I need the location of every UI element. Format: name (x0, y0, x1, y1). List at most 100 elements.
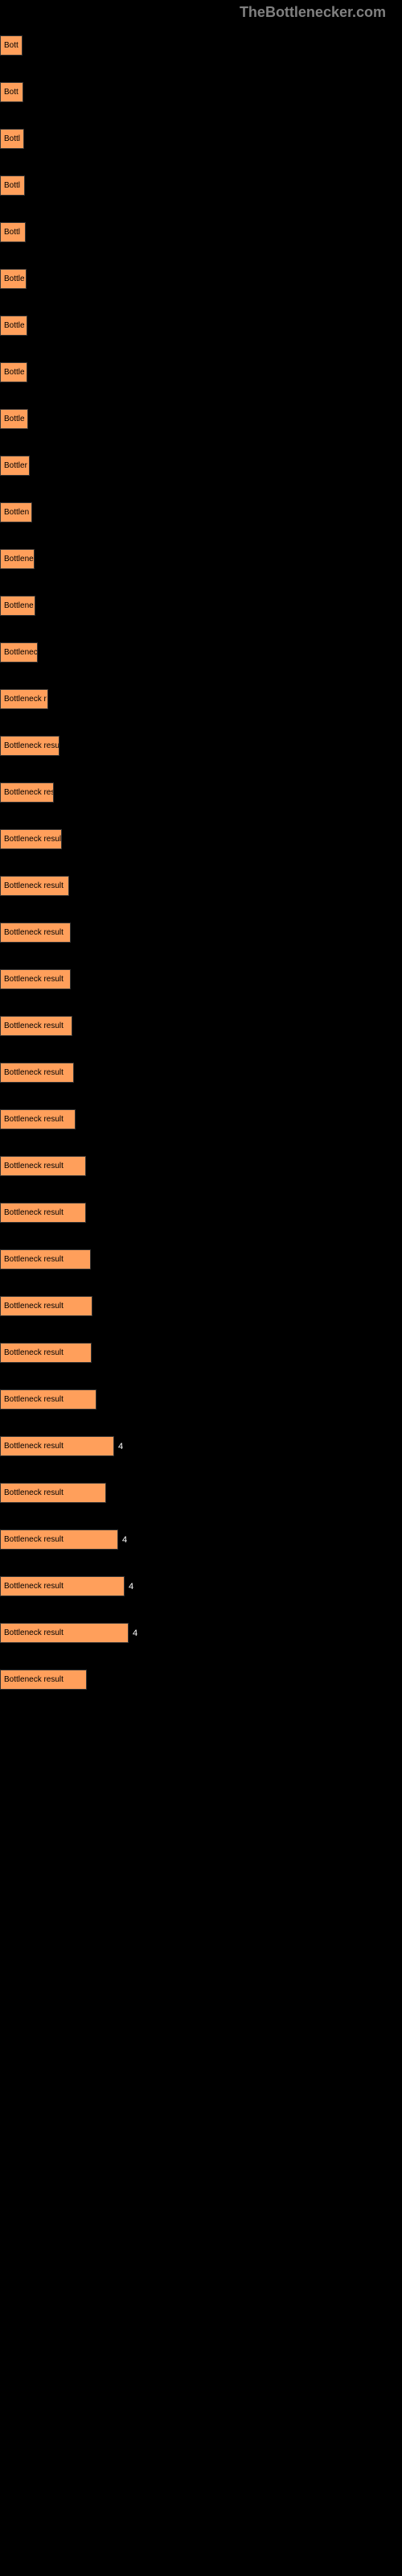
bar-group: Bottleneck result (0, 1145, 394, 1176)
bar-label (0, 491, 394, 501)
bar: Bottle (0, 269, 27, 289)
bar-group: Bottleneck result (0, 958, 394, 989)
bar-group: Bottleneck result4 (0, 1612, 394, 1643)
bar-label (0, 1472, 394, 1481)
bar-group: Bottleneck result (0, 1191, 394, 1223)
bar-group: Bottleneck result (0, 865, 394, 896)
bar-group: Bottle (0, 258, 394, 289)
bar-label (0, 1565, 394, 1575)
bar-wrapper: Bottleneck result (0, 829, 394, 849)
bar: Bottleneck result (0, 1296, 92, 1316)
bar-wrapper: Bottleneck result (0, 1063, 394, 1083)
bar: Bottleneck result (0, 923, 71, 943)
bar-wrapper: Bottleneck result4 (0, 1576, 394, 1596)
bar-label (0, 958, 394, 968)
bar-wrapper: Bottleneck result (0, 1109, 394, 1129)
bar-group: Bottleneck result (0, 1658, 394, 1690)
bar-label (0, 444, 394, 454)
bar-label (0, 771, 394, 781)
bar-group: Bott (0, 24, 394, 56)
bar-wrapper: Bottleneck result (0, 1203, 394, 1223)
bar-wrapper: Bottleneck result (0, 876, 394, 896)
bar: Bottleneck result (0, 1530, 118, 1550)
bar-group: Bottlene (0, 538, 394, 569)
bar-label (0, 1378, 394, 1388)
bar-wrapper: Bottle (0, 269, 394, 289)
bar-group: Bottleneck res (0, 771, 394, 803)
bar: Bottleneck result (0, 1343, 92, 1363)
bar-group: Bottle (0, 398, 394, 429)
bar-label (0, 1051, 394, 1061)
bar-wrapper: Bott (0, 82, 394, 102)
bar: Bottleneck result (0, 1016, 72, 1036)
bar-wrapper: Bottlenec (0, 642, 394, 663)
bar-label (0, 1285, 394, 1294)
bar-wrapper: Bottl (0, 175, 394, 196)
bar: Bottlene (0, 549, 35, 569)
bar-group: Bottleneck result (0, 1098, 394, 1129)
watermark: TheBottlenecker.com (240, 4, 386, 21)
bar-label (0, 24, 394, 34)
bar-wrapper: Bottlen (0, 502, 394, 522)
bar: Bottl (0, 222, 26, 242)
bar-wrapper: Bottleneck res (0, 782, 394, 803)
bar-group: Bottleneck result4 (0, 1565, 394, 1596)
bar-group: Bottleneck result (0, 1238, 394, 1269)
bar-group: Bottleneck result (0, 1005, 394, 1036)
chart-container: Bott Bott Bottl Bottl Bottl Bottle Bottle Bottl… (0, 0, 402, 1721)
bar: Bottleneck result (0, 1670, 87, 1690)
bar: Bottleneck result (0, 1436, 114, 1456)
bar-wrapper: Bottleneck result (0, 1670, 394, 1690)
bar-label (0, 351, 394, 361)
bar: Bottle (0, 316, 27, 336)
bar-label (0, 818, 394, 828)
bar-label (0, 118, 394, 127)
bar-wrapper: Bottleneck result (0, 1343, 394, 1363)
bar: Bottleneck result (0, 1389, 96, 1410)
bar-value: 4 (129, 1582, 133, 1591)
bar: Bottleneck result (0, 1483, 106, 1503)
bar-label (0, 1658, 394, 1668)
bar: Bottleneck result (0, 1203, 86, 1223)
bar-group: Bottleneck result 4 (0, 1518, 394, 1550)
bar-group: Bottleneck result (0, 1331, 394, 1363)
bar-wrapper: Bottlene (0, 596, 394, 616)
bar: Bottl (0, 129, 24, 149)
bar-group: Bottleneck result (0, 911, 394, 943)
bar: Bottleneck result (0, 1156, 86, 1176)
bar-group: Bottleneck result (0, 818, 394, 849)
bar-wrapper: Bottleneck result (0, 1016, 394, 1036)
bar: Bott (0, 35, 23, 56)
bar: Bottleneck result (0, 829, 62, 849)
bar-label (0, 631, 394, 641)
bar-group: Bottleneck result (0, 1378, 394, 1410)
bar-value: 4 (122, 1535, 127, 1545)
bar: Bottleneck result (0, 1063, 74, 1083)
bar: Bottleneck result (0, 969, 71, 989)
bar-label (0, 258, 394, 267)
bar-label (0, 584, 394, 594)
bar-value: 4 (133, 1629, 137, 1638)
bar-label (0, 71, 394, 80)
bar-group: Bottleneck result (0, 724, 394, 756)
bar-label (0, 1238, 394, 1248)
bar-label (0, 164, 394, 174)
bar: Bottlen (0, 502, 32, 522)
bar-wrapper: Bottle (0, 316, 394, 336)
bar: Bott (0, 82, 23, 102)
bar-wrapper: Bottlene (0, 549, 394, 569)
bar-label (0, 1145, 394, 1154)
bar: Bottler (0, 456, 30, 476)
bar-wrapper: Bottl (0, 222, 394, 242)
bar: Bottleneck res (0, 782, 54, 803)
bar: Bottleneck result (0, 1249, 91, 1269)
bar-label (0, 1612, 394, 1621)
bar-group: Bottl (0, 118, 394, 149)
bar-label (0, 304, 394, 314)
bar-group: Bottlene (0, 584, 394, 616)
bar-label (0, 1191, 394, 1201)
bar: Bottleneck result (0, 736, 59, 756)
bar: Bottleneck result (0, 876, 69, 896)
bar-wrapper: Bottleneck result (0, 1389, 394, 1410)
bar-label (0, 538, 394, 547)
